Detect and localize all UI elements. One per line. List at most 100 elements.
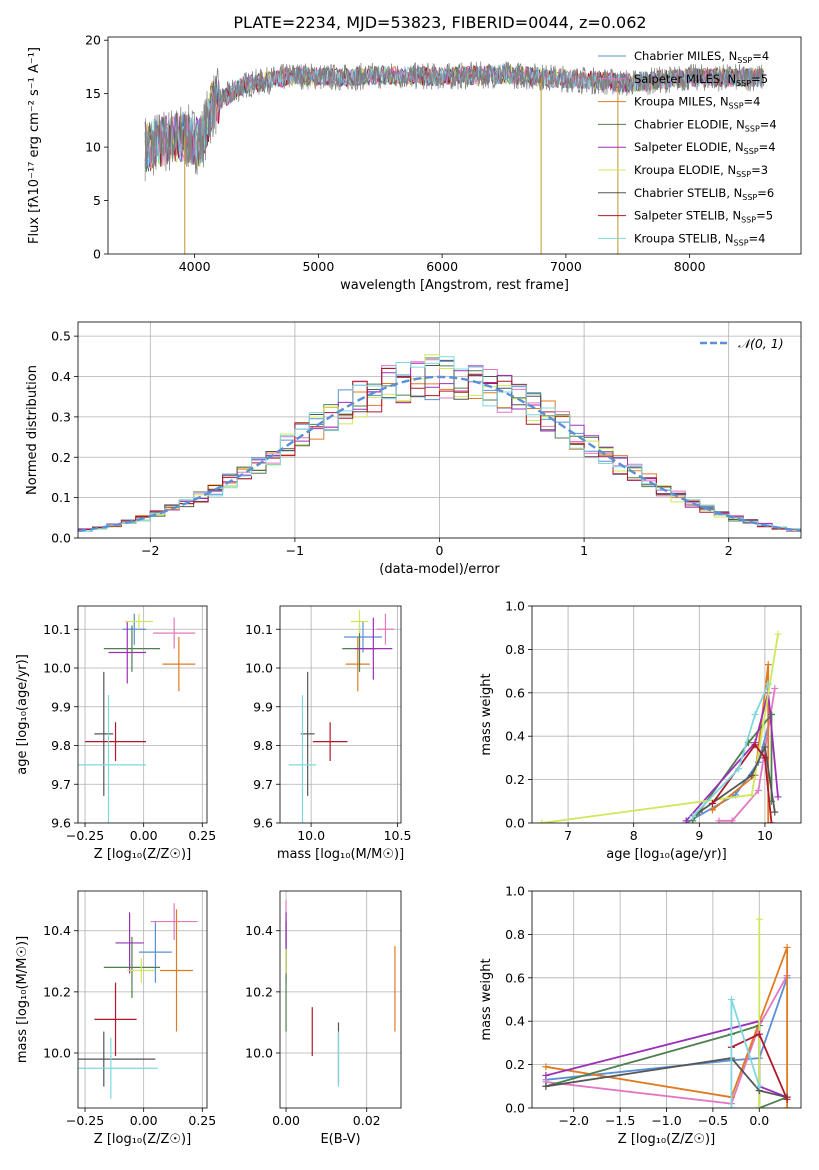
panel-weight_vs_age: 7 8 9 10 0.0 0.2 0.4 0.6 0.8 1.0 age [log₁₀(age/yr… xyxy=(479,599,802,862)
figure-title: PLATE=2234, MJD=53823, FIBERID=0044, z=0… xyxy=(233,13,646,32)
y-tick-label: 9.6 xyxy=(51,816,71,831)
legend-label: Kroupa MILES, NSSP=4 xyxy=(634,95,760,111)
x-tick-label: 8 xyxy=(630,828,638,843)
mass-weight-line xyxy=(698,743,776,813)
y-axis-label: Flux [fλ10⁻¹⁷ erg cm⁻² s⁻¹ A⁻¹] xyxy=(27,47,42,244)
legend-label: Chabrier MILES, NSSP=4 xyxy=(634,49,769,65)
y-tick-label: 0 xyxy=(93,247,101,262)
x-tick-label: 0 xyxy=(436,543,444,558)
mass-weight-marker xyxy=(538,819,546,823)
y-tick-label: 9.8 xyxy=(253,738,273,753)
mass-weight-marker xyxy=(783,1104,791,1108)
mass-weight-marker xyxy=(727,996,735,1003)
mass-weight-marker xyxy=(542,1082,550,1090)
legend-tail: =5 xyxy=(756,209,773,223)
y-tick-label: 10.0 xyxy=(245,1045,273,1060)
y-tick-label: 5 xyxy=(93,193,101,208)
y-axis-label: Normed distribution xyxy=(25,365,40,495)
y-axis-label: age [log₁₀(age/yr)] xyxy=(15,654,30,775)
axes-frame xyxy=(279,890,402,1109)
legend-tail: =5 xyxy=(751,72,768,86)
mass-weight-marker xyxy=(682,817,690,823)
mass-weight-marker xyxy=(774,630,782,638)
legend-label: Kroupa ELODIE, NSSP=3 xyxy=(634,163,768,179)
legend-tail: =4 xyxy=(760,117,777,131)
mass-weight-marker xyxy=(761,743,769,751)
plot-area-residuals xyxy=(78,322,801,538)
legend-subscript: SSP xyxy=(734,238,749,247)
mass-weight-marker xyxy=(755,915,763,923)
mass-weight-marker xyxy=(755,1104,763,1108)
residual-histogram xyxy=(78,368,801,530)
x-axis-label: mass [log₁₀(M/M☉)] xyxy=(277,847,404,862)
y-tick-label: 10.2 xyxy=(43,984,71,999)
mass-weight-line xyxy=(692,683,770,818)
x-tick-label: 6000 xyxy=(426,259,458,274)
mass-weight-marker xyxy=(689,812,697,820)
mass-weight-marker xyxy=(761,754,769,762)
y-tick-label: 20 xyxy=(85,33,101,48)
x-axis-label: wavelength [Angstrom, rest frame] xyxy=(340,278,569,293)
y-tick-label: 10.1 xyxy=(245,622,273,637)
mass-weight-marker xyxy=(748,771,756,779)
legend-subscript: SSP xyxy=(736,170,751,179)
y-tick-label: 0.5 xyxy=(51,329,71,344)
mass-weight-marker xyxy=(708,799,716,807)
legend-label: Chabrier STELIB, NSSP=6 xyxy=(634,186,774,202)
mass-weight-marker xyxy=(783,1095,791,1103)
x-tick-label: 7 xyxy=(564,828,572,843)
panel-mass_vs_Z: −0.25 0.00 0.25 10.0 10.2 10.4 Z [log₁₀(Z/Z☉)]… xyxy=(15,890,216,1147)
axes-frame xyxy=(77,605,208,824)
y-tick-label: 0.0 xyxy=(51,531,71,546)
panel-mass_vs_EBV: 0.00 0.02 10.0 10.2 10.4 E(B-V) xyxy=(245,890,402,1147)
mass-weight-line xyxy=(541,634,779,823)
x-tick-label: −2.0 xyxy=(559,1113,589,1128)
axes-frame xyxy=(531,890,802,1109)
legend-subscript: SSP xyxy=(742,193,757,202)
plot-area-age_vs_mass xyxy=(280,606,401,823)
x-tick-label: −1.0 xyxy=(651,1113,681,1128)
x-tick-label: −2 xyxy=(141,543,159,558)
mass-weight-marker xyxy=(751,741,759,749)
y-tick-label: 15 xyxy=(85,86,101,101)
x-axis-label: E(B-V) xyxy=(320,1132,360,1147)
y-tick-label: 9.8 xyxy=(51,738,71,753)
observed-spectrum-line xyxy=(144,61,765,182)
x-tick-label: −0.5 xyxy=(698,1113,728,1128)
x-tick-label: 0.00 xyxy=(272,1113,300,1128)
panel-age_vs_mass: 10.0 10.5 9.6 9.7 9.8 9.9 10.0 10.1 mass [log₁₀(… xyxy=(245,605,412,862)
axes-frame xyxy=(77,890,208,1109)
y-tick-label: 0.4 xyxy=(505,1014,525,1029)
y-tick-label: 0.1 xyxy=(51,490,71,505)
y-tick-label: 1.0 xyxy=(505,599,525,614)
y-tick-label: 0.6 xyxy=(505,685,525,700)
x-tick-label: 4000 xyxy=(179,259,211,274)
x-axis-label: age [log₁₀(age/yr)] xyxy=(606,847,727,862)
x-tick-label: 10.5 xyxy=(384,828,412,843)
y-tick-label: 9.7 xyxy=(51,777,71,792)
mass-weight-marker xyxy=(542,1071,550,1079)
residual-histogram xyxy=(78,359,801,531)
x-tick-label: 5000 xyxy=(302,259,334,274)
y-axis-label: mass weight xyxy=(479,958,494,1040)
y-tick-label: 0.3 xyxy=(51,409,71,424)
legend-subscript: SSP xyxy=(736,79,751,88)
y-tick-label: 0.6 xyxy=(505,970,525,985)
mass-weight-marker xyxy=(767,711,775,718)
axes-frame xyxy=(107,36,802,255)
axes-frame xyxy=(531,605,802,824)
mass-weight-marker xyxy=(755,1030,763,1038)
panel-residuals: −2 −1 0 1 2 0.0 0.1 0.2 0.3 0.4 0.5 (data-model)/er… xyxy=(25,321,802,577)
mass-weight-marker xyxy=(764,680,772,688)
x-tick-label: 0.02 xyxy=(353,1113,381,1128)
plot-area-mass_vs_EBV xyxy=(280,891,401,1108)
axes-frame xyxy=(279,605,402,824)
y-tick-label: 0.2 xyxy=(505,1057,525,1072)
legend-tail: =6 xyxy=(757,186,774,200)
axes-frame xyxy=(77,321,802,539)
y-tick-label: 10.0 xyxy=(43,1045,71,1060)
x-tick-label: 2 xyxy=(725,543,733,558)
panel-age_vs_Z: −0.25 0.00 0.25 9.6 9.7 9.8 9.9 10.0 10.1 Z [log₁… xyxy=(15,605,216,862)
y-tick-label: 0.8 xyxy=(505,927,525,942)
